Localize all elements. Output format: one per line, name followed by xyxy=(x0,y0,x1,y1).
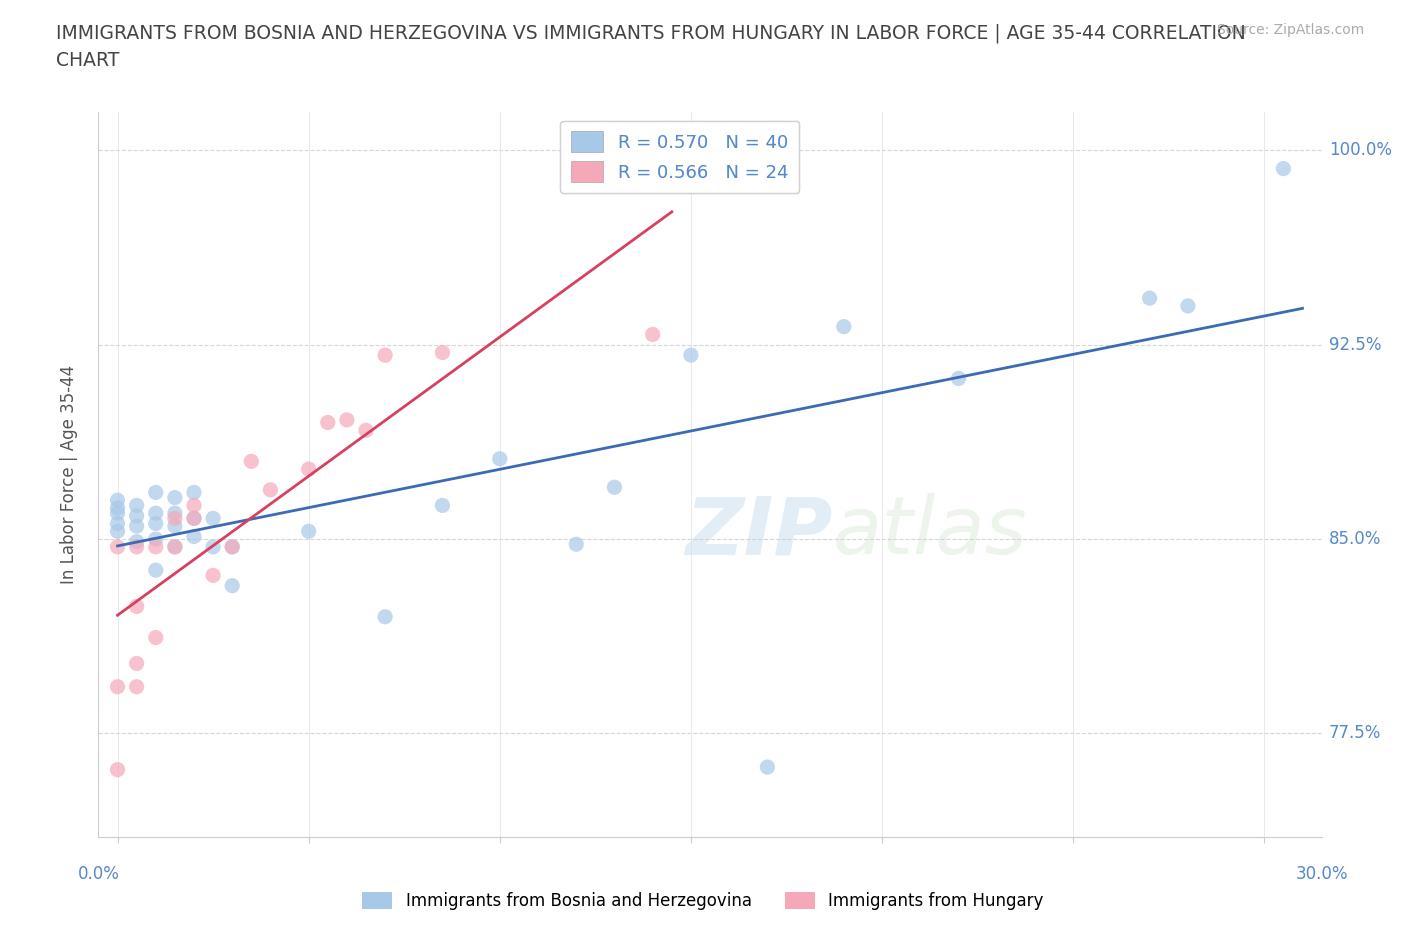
Point xyxy=(125,519,148,534)
Point xyxy=(107,679,129,694)
Point xyxy=(354,423,377,438)
Point xyxy=(145,516,167,531)
Point xyxy=(259,483,281,498)
Point xyxy=(1272,161,1295,176)
Text: ZIP: ZIP xyxy=(685,493,832,571)
Point xyxy=(641,327,664,342)
Text: IMMIGRANTS FROM BOSNIA AND HERZEGOVINA VS IMMIGRANTS FROM HUNGARY IN LABOR FORCE: IMMIGRANTS FROM BOSNIA AND HERZEGOVINA V… xyxy=(56,23,1246,43)
Point xyxy=(145,532,167,547)
Point xyxy=(163,539,186,554)
Text: 92.5%: 92.5% xyxy=(1329,336,1381,353)
Text: 100.0%: 100.0% xyxy=(1329,141,1392,159)
Point xyxy=(125,599,148,614)
Point xyxy=(125,656,148,671)
Point xyxy=(107,506,129,521)
Point xyxy=(145,631,167,645)
Point xyxy=(432,345,454,360)
Point xyxy=(183,511,205,525)
Point xyxy=(832,319,855,334)
Point xyxy=(107,516,129,531)
Point xyxy=(298,461,321,476)
Point xyxy=(163,519,186,534)
Point xyxy=(756,760,779,775)
Point xyxy=(202,539,225,554)
Point xyxy=(183,511,205,525)
Point xyxy=(432,498,454,512)
Point xyxy=(221,539,243,554)
Point xyxy=(107,500,129,515)
Point xyxy=(125,679,148,694)
Point xyxy=(107,539,129,554)
Text: 30.0%: 30.0% xyxy=(1295,865,1348,883)
Point xyxy=(163,539,186,554)
Point xyxy=(163,511,186,525)
Point xyxy=(565,537,588,551)
Point xyxy=(374,609,396,624)
Point xyxy=(336,412,359,427)
Point xyxy=(145,539,167,554)
Point xyxy=(948,371,970,386)
Point xyxy=(240,454,263,469)
Point xyxy=(679,348,702,363)
Point xyxy=(316,415,339,430)
Point xyxy=(107,493,129,508)
Point xyxy=(145,506,167,521)
Point xyxy=(202,568,225,583)
Point xyxy=(125,539,148,554)
Point xyxy=(1139,291,1161,306)
Text: atlas: atlas xyxy=(832,493,1028,571)
Point xyxy=(1177,299,1199,313)
Point xyxy=(107,763,129,777)
Text: Source: ZipAtlas.com: Source: ZipAtlas.com xyxy=(1216,23,1364,37)
Point xyxy=(183,529,205,544)
Point xyxy=(163,490,186,505)
Text: 77.5%: 77.5% xyxy=(1329,724,1381,742)
Point xyxy=(374,348,396,363)
Y-axis label: In Labor Force | Age 35-44: In Labor Force | Age 35-44 xyxy=(59,365,77,584)
Point xyxy=(107,524,129,538)
Text: 85.0%: 85.0% xyxy=(1329,530,1381,548)
Point xyxy=(145,485,167,500)
Legend: R = 0.570   N = 40, R = 0.566   N = 24: R = 0.570 N = 40, R = 0.566 N = 24 xyxy=(560,121,799,193)
Point xyxy=(163,506,186,521)
Point xyxy=(221,539,243,554)
Point xyxy=(183,485,205,500)
Point xyxy=(202,511,225,525)
Point xyxy=(221,578,243,593)
Point xyxy=(488,451,510,466)
Point xyxy=(145,563,167,578)
Text: CHART: CHART xyxy=(56,51,120,70)
Point xyxy=(603,480,626,495)
Point xyxy=(125,498,148,512)
Point xyxy=(298,524,321,538)
Point xyxy=(183,498,205,512)
Point xyxy=(125,534,148,549)
Point xyxy=(125,509,148,524)
Text: 0.0%: 0.0% xyxy=(77,865,120,883)
Legend: Immigrants from Bosnia and Herzegovina, Immigrants from Hungary: Immigrants from Bosnia and Herzegovina, … xyxy=(356,885,1050,917)
